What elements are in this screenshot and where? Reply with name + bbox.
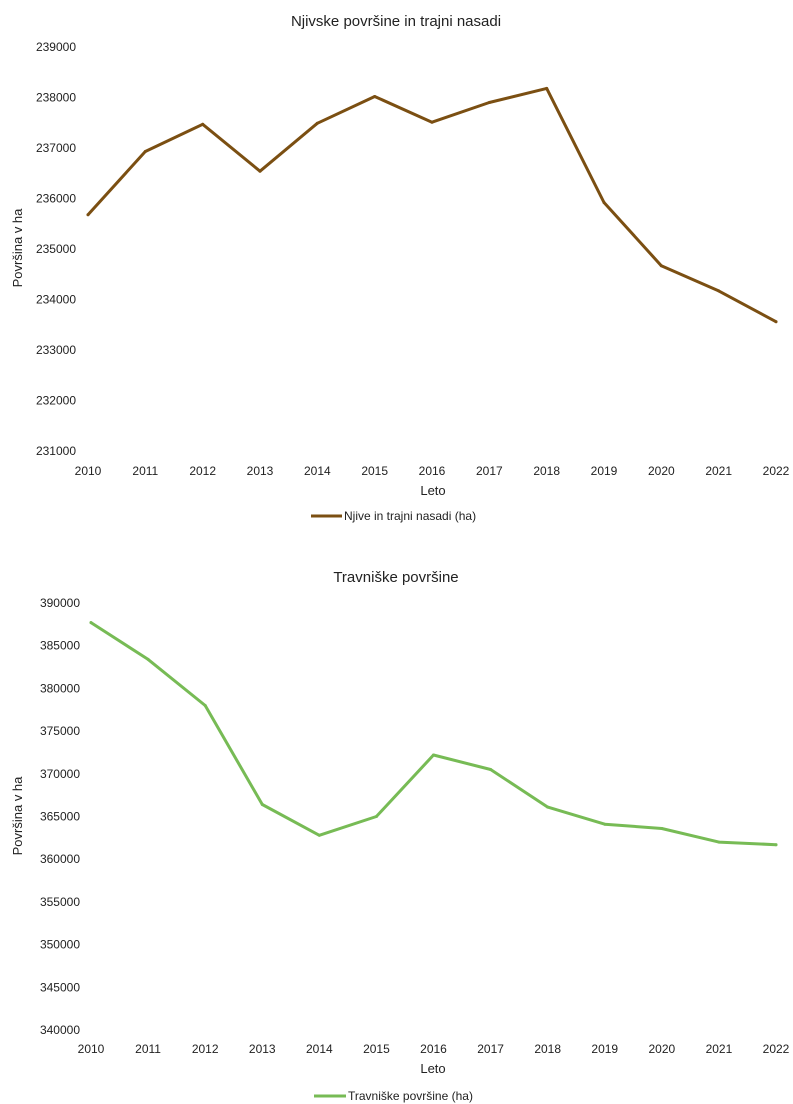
chart-1-data-point bbox=[201, 122, 205, 126]
chart-2-y-tick-label: 365000 bbox=[40, 810, 80, 824]
chart-1-data-point bbox=[143, 150, 147, 153]
chart-1-x-tick-label: 2017 bbox=[476, 464, 503, 478]
chart-2-data-point bbox=[717, 840, 721, 844]
chart-1-data-point bbox=[602, 201, 606, 204]
chart-2-x-tick-label: 2015 bbox=[363, 1042, 390, 1056]
chart-2-x-tick-label: 2022 bbox=[763, 1042, 790, 1056]
chart-2-x-tick-label: 2010 bbox=[78, 1042, 105, 1056]
chart-2-x-tick-label: 2014 bbox=[306, 1042, 333, 1056]
chart-2-title: Travniške površine bbox=[333, 569, 458, 586]
chart-1-data-point bbox=[717, 289, 721, 293]
chart-2-data-point bbox=[374, 815, 378, 818]
chart-2-x-tick-label: 2020 bbox=[648, 1042, 675, 1056]
chart-2-x-tick-label: 2019 bbox=[591, 1042, 618, 1056]
chart-1-ylabel: Površina v ha bbox=[10, 208, 25, 288]
chart-1-x-tick-label: 2014 bbox=[304, 464, 331, 478]
chart-2-y-tick-label: 375000 bbox=[40, 724, 80, 738]
chart-2-plot: 340000 345000 350000 355000 360000 365000 3700… bbox=[40, 596, 790, 1056]
chart-2-legend-label: Travniške površine (ha) bbox=[348, 1089, 473, 1103]
chart-1-y-tick-label: 232000 bbox=[36, 394, 76, 408]
chart-1-x-tick-label: 2022 bbox=[763, 464, 790, 478]
chart-1-y-tick-label: 234000 bbox=[36, 293, 76, 307]
chart-2-data-point bbox=[774, 843, 778, 847]
chart-1-data-point bbox=[545, 86, 549, 90]
chart-1-x-tick-label: 2019 bbox=[591, 464, 618, 478]
chart-1-y-tick-label: 238000 bbox=[36, 91, 76, 105]
chart-2-xlabel: Leto bbox=[420, 1061, 445, 1076]
chart-1-title: Njivske površine in trajni nasadi bbox=[291, 13, 501, 30]
chart-1-x-tick-label: 2011 bbox=[132, 464, 158, 478]
chart-1-y-tick-label: 237000 bbox=[36, 141, 76, 155]
chart-2-data-point bbox=[146, 657, 150, 661]
chart-1-x-tick-label: 2016 bbox=[419, 464, 446, 478]
chart-1-x-tick-label: 2015 bbox=[361, 464, 388, 478]
chart-2-x-tick-label: 2021 bbox=[706, 1042, 733, 1056]
chart-2-data-point bbox=[603, 822, 607, 826]
chart-2-y-tick-label: 385000 bbox=[40, 639, 80, 653]
chart-2-x-tick-label: 2011 bbox=[135, 1042, 161, 1056]
chart-2-x-tick-label: 2016 bbox=[420, 1042, 447, 1056]
chart-2-y-tick-label: 380000 bbox=[40, 681, 80, 695]
chart-2-x-tick-label: 2017 bbox=[477, 1042, 504, 1056]
chart-2-y-tick-label: 340000 bbox=[40, 1023, 80, 1037]
chart-1-legend-label: Njive in trajni nasadi (ha) bbox=[344, 509, 476, 523]
chart-2-y-tick-label: 355000 bbox=[40, 895, 80, 909]
chart-1-y-tick-label: 239000 bbox=[36, 40, 76, 54]
chart-1-data-point bbox=[659, 264, 663, 268]
chart-2-data-point bbox=[432, 753, 435, 757]
chart-1-y-tick-label: 233000 bbox=[36, 343, 76, 357]
chart-2-data-point bbox=[489, 768, 493, 771]
chart-1-xlabel: Leto bbox=[420, 483, 445, 498]
chart-2-data-point bbox=[317, 833, 321, 837]
chart-2-data-point bbox=[260, 803, 264, 806]
chart-1-x-tick-label: 2020 bbox=[648, 464, 675, 478]
chart-2-y-tick-label: 345000 bbox=[40, 980, 80, 994]
chart-1-y-tick-label: 235000 bbox=[36, 242, 76, 256]
chart-1-x-tick-label: 2013 bbox=[247, 464, 274, 478]
chart-1-x-tick-label: 2021 bbox=[705, 464, 732, 478]
chart-1-x-tick-label: 2012 bbox=[189, 464, 216, 478]
chart-2-data-point bbox=[203, 704, 207, 707]
chart-2-data-point bbox=[546, 805, 550, 809]
chart-2-y-tick-label: 390000 bbox=[40, 596, 80, 610]
chart-1-plot: 231000 232000 233000 234000 235000 236000 2370… bbox=[36, 40, 790, 478]
chart-1-data-point bbox=[315, 121, 319, 125]
chart-2-ylabel: Površina v ha bbox=[10, 776, 25, 856]
chart-2-x-tick-label: 2012 bbox=[192, 1042, 219, 1056]
chart-1-data-point bbox=[258, 169, 262, 173]
chart-1-data-point bbox=[373, 95, 377, 98]
chart-2-y-tick-label: 370000 bbox=[40, 767, 80, 781]
chart-1-data-point bbox=[86, 213, 90, 217]
chart-2-y-tick-label: 350000 bbox=[40, 938, 80, 952]
chart-1-y-tick-label: 231000 bbox=[36, 444, 76, 458]
chart-2-x-tick-label: 2018 bbox=[534, 1042, 561, 1056]
chart-2-y-tick-label: 360000 bbox=[40, 852, 80, 866]
chart-2-x-tick-label: 2013 bbox=[249, 1042, 276, 1056]
chart-1-y-tick-label: 236000 bbox=[36, 192, 76, 206]
chart-1-data-point bbox=[430, 120, 434, 124]
chart-2-series-line bbox=[89, 621, 778, 847]
chart-1-x-tick-label: 2018 bbox=[533, 464, 560, 478]
chart-1-data-point bbox=[487, 101, 491, 104]
chart-2-data-point bbox=[89, 621, 93, 625]
chart-1-data-point bbox=[774, 320, 778, 324]
chart-1-x-tick-label: 2010 bbox=[75, 464, 102, 478]
chart-2-data-point bbox=[660, 827, 664, 830]
